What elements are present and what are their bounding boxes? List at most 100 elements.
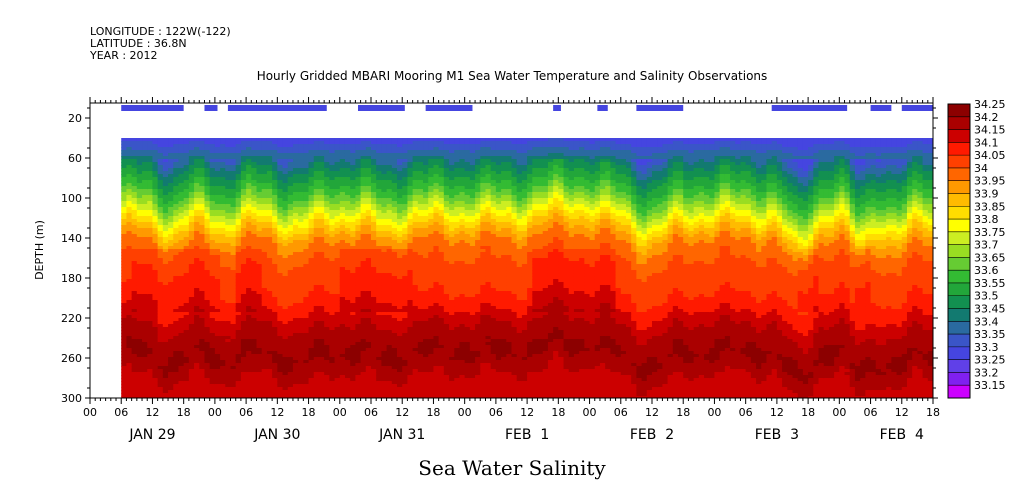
heat-cell [220,165,226,169]
heat-cell [147,138,154,142]
heat-cell [173,330,180,334]
heat-cell [136,225,143,229]
heat-cell [303,153,310,157]
heat-cell [178,393,185,397]
heat-cell [240,333,247,337]
heat-cell [162,363,169,367]
heat-cell [188,177,195,181]
heat-cell [220,327,226,331]
heat-cell [152,315,159,319]
heat-cell [261,240,268,244]
heat-cell [282,255,289,259]
heat-cell [308,225,315,229]
heat-cell [126,180,133,184]
heat-cell [162,321,169,325]
heat-cell [173,288,180,292]
heat-cell [298,303,304,307]
heat-cell [157,363,164,367]
heat-cell [204,306,211,310]
heat-cell [152,174,159,178]
heat-cell [168,210,174,214]
heat-cell [147,276,154,280]
heat-cell [313,246,320,250]
heat-cell [214,210,221,214]
heat-cell [204,174,211,178]
heat-cell [246,357,252,361]
heat-cell [251,147,258,151]
heat-cell [230,231,237,235]
heat-cell [287,384,294,388]
heat-cell [256,189,263,193]
heat-cell [261,309,268,313]
heat-cell [188,384,195,388]
heat-cell [251,210,258,214]
heat-cell [147,189,154,193]
heat-cell [204,267,211,271]
heat-cell [292,354,299,358]
heat-cell [157,228,164,232]
heat-cell [318,165,325,169]
heat-cell [178,312,185,316]
heat-cell [225,198,232,202]
heat-cell [199,381,206,385]
heat-cell [204,384,211,388]
heat-cell [298,168,304,172]
heat-cell [162,237,169,241]
heat-cell [266,186,273,190]
heat-cell [308,315,315,319]
heat-cell [308,249,315,253]
heat-cell [126,168,133,172]
heat-cell [235,297,242,301]
heat-cell [256,342,263,346]
heat-cell [121,159,128,163]
heat-cell [204,345,211,349]
heat-cell [162,312,169,316]
heat-cell [251,351,258,355]
heat-cell [173,207,180,211]
heat-cell [136,195,143,199]
heat-cell [162,174,169,178]
heat-cell [266,246,273,250]
heat-cell [256,303,263,307]
heat-cell [199,282,206,286]
heat-cell [173,222,180,226]
heat-cell [266,243,273,247]
heat-cell [261,195,268,199]
heat-cell [183,201,190,205]
heat-cell [188,186,195,190]
heat-cell [303,390,310,394]
heat-cell [183,309,190,313]
heat-cell [121,363,128,367]
heat-cell [152,387,159,391]
heat-cell [230,351,237,355]
heat-cell [173,300,180,304]
heat-cell [318,171,325,175]
heat-cell [220,171,226,175]
heat-cell [204,351,211,355]
heat-cell [251,288,258,292]
heat-cell [157,312,164,316]
heat-cell [235,252,242,256]
heat-cell [131,156,138,160]
heat-cell [261,306,268,310]
heat-cell [162,159,169,163]
heat-cell [204,258,211,262]
heat-cell [214,237,221,241]
heat-cell [282,339,289,343]
heat-cell [199,291,206,295]
heat-cell [152,348,159,352]
heat-cell [240,357,247,361]
heat-cell [183,168,190,172]
heat-cell [126,249,133,253]
heat-cell [199,378,206,382]
heat-cell [246,231,252,235]
heat-cell [126,252,133,256]
heat-cell [199,234,206,238]
heat-cell [225,273,232,277]
heat-cell [157,324,164,328]
heat-cell [282,138,289,142]
heat-cell [298,390,304,394]
heat-cell [266,162,273,166]
heat-cell [152,228,159,232]
heat-cell [277,291,284,295]
